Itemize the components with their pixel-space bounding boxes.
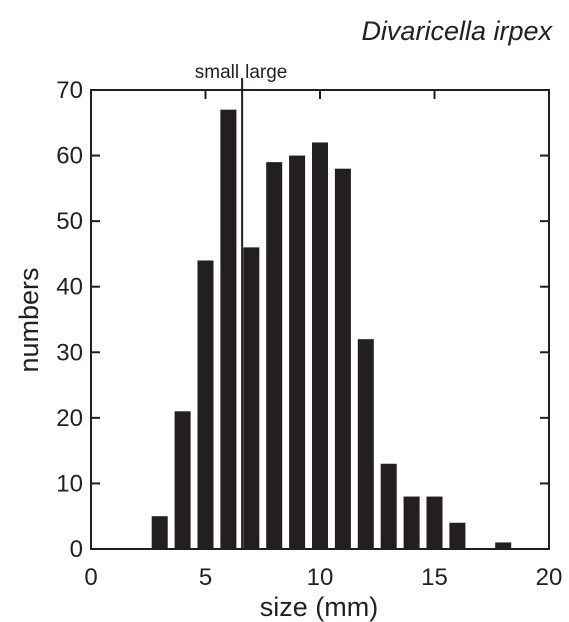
bar-9	[289, 155, 306, 550]
bar-4	[174, 411, 191, 549]
y-tick-label: 30	[56, 339, 83, 366]
bar-3	[151, 516, 168, 549]
y-tick-label: 20	[56, 405, 83, 432]
axes-group: 0 5 10 15 20 0 10 20 30 40 50 60 70	[56, 77, 562, 591]
bar-12	[357, 339, 374, 549]
y-tick-label: 60	[56, 143, 83, 170]
y-tick-label: 50	[56, 208, 83, 235]
x-tick-label: 5	[199, 564, 212, 591]
y-tick-label: 40	[56, 274, 83, 301]
bar-10	[311, 142, 329, 549]
bar-18	[495, 542, 512, 549]
chart-title: Divaricella irpex	[361, 16, 553, 46]
bar-11	[334, 168, 351, 549]
y-tick-label: 70	[56, 77, 83, 104]
bar-16	[449, 522, 466, 549]
bar-14	[403, 496, 420, 549]
bar-5	[197, 260, 214, 549]
y-tick-label: 10	[56, 470, 83, 497]
x-tick-label: 15	[421, 564, 448, 591]
bar-7	[243, 247, 260, 549]
x-axis-label: size (mm)	[260, 592, 378, 622]
bar-6	[220, 109, 237, 550]
y-axis-label: numbers	[14, 267, 44, 372]
x-tick-label: 20	[536, 564, 563, 591]
bar-13	[380, 463, 397, 549]
x-tick-label: 10	[307, 564, 334, 591]
bar-15	[426, 496, 443, 549]
x-tick-label: 0	[84, 564, 97, 591]
small-label: small	[195, 62, 239, 83]
bar-8	[266, 162, 283, 549]
large-label: large	[245, 62, 287, 83]
y-tick-label: 0	[70, 536, 83, 563]
size-divider-group: small large	[195, 62, 287, 549]
bars-group	[151, 109, 512, 550]
